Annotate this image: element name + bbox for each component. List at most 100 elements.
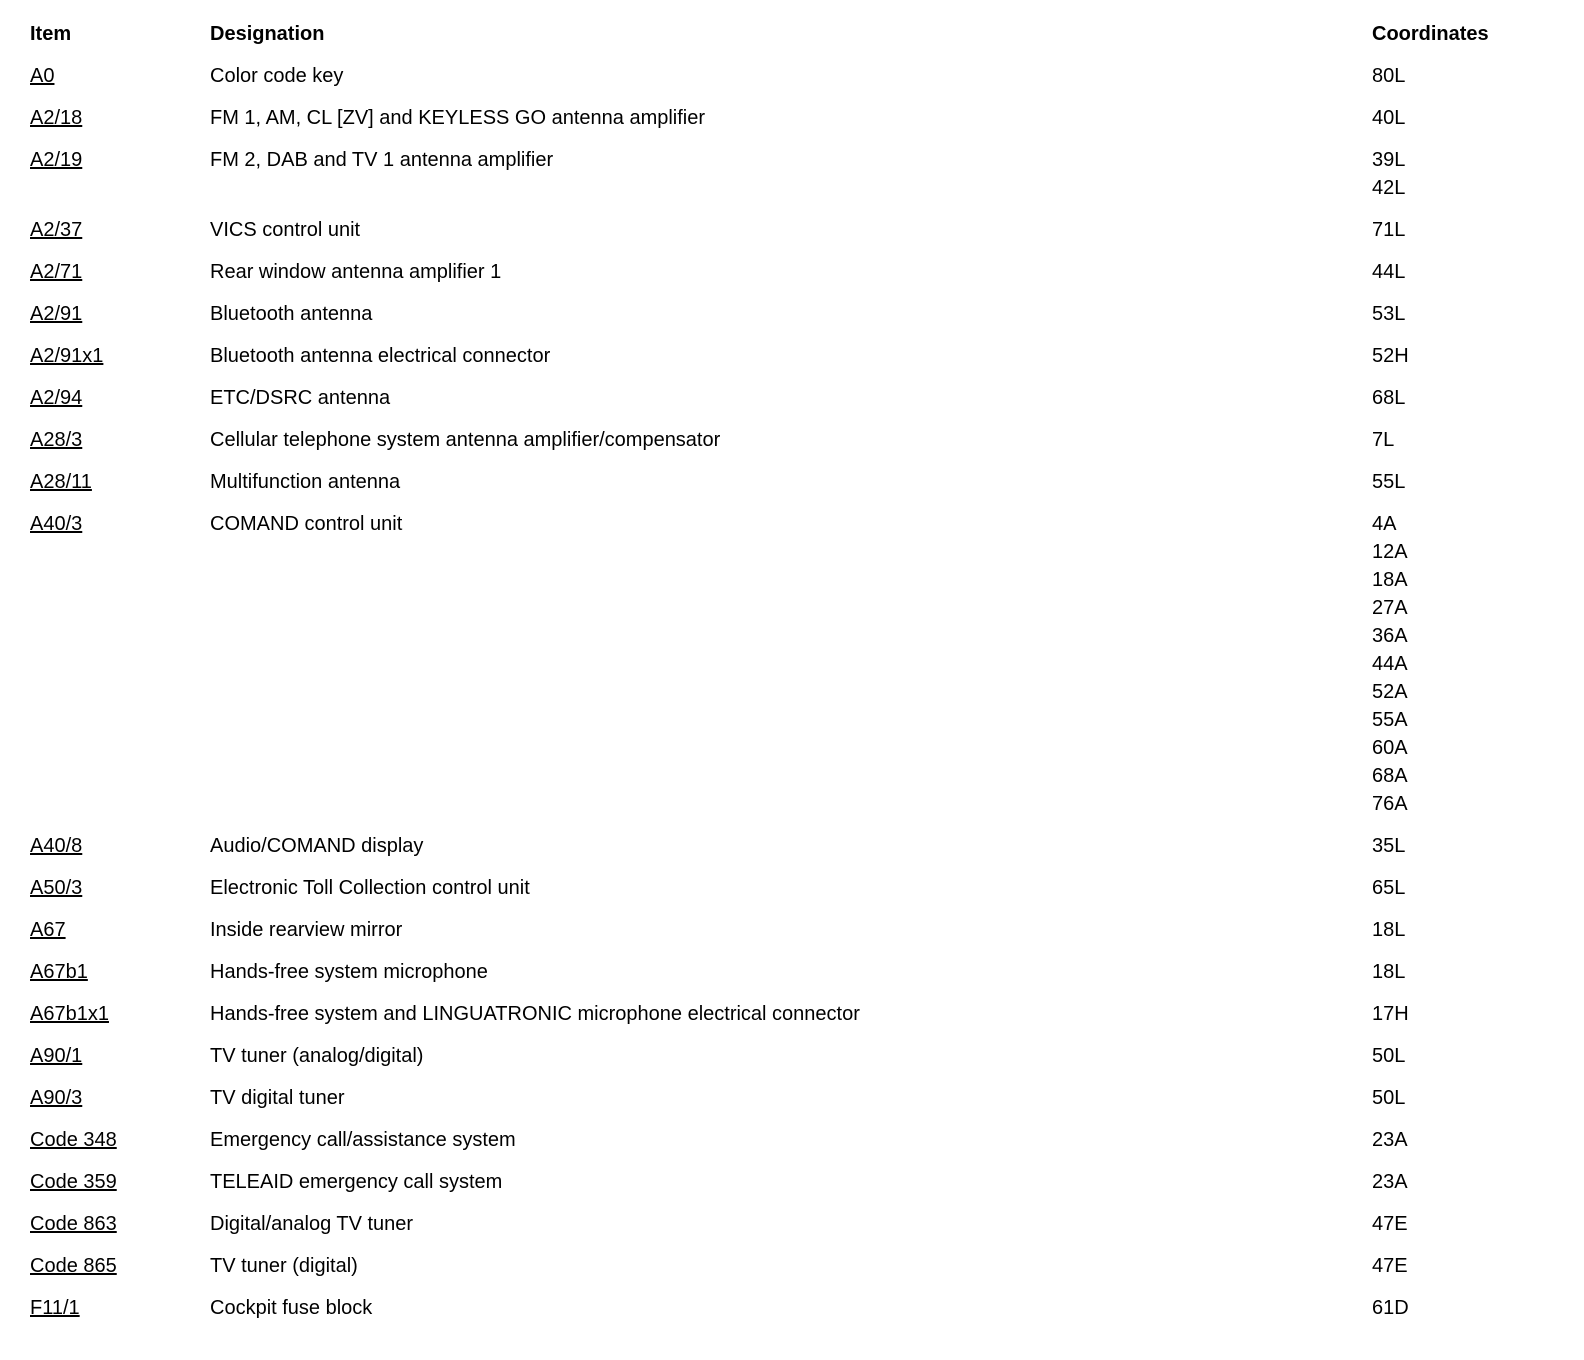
coordinates-text: 80L	[1372, 65, 1406, 87]
designation-text: Rear window antenna amplifier 1	[210, 261, 502, 283]
item-code-link[interactable]: A28/3	[30, 429, 83, 451]
item-code-link[interactable]: A2/19	[30, 149, 83, 171]
designation-text: ETC/DSRC antenna	[210, 387, 391, 409]
item-code-link[interactable]: A50/3	[30, 877, 83, 899]
item-code-link[interactable]: A2/94	[30, 387, 83, 409]
coordinates-text: 65L	[1372, 877, 1406, 899]
item-cell: A90/3	[30, 1084, 210, 1112]
item-code-link[interactable]: A28/11	[30, 471, 92, 493]
coordinates-text: 53L	[1372, 303, 1406, 325]
table-row: A67b1 Hands-free system microphone 18L	[30, 958, 1554, 986]
item-code-link[interactable]: A67b1x1	[30, 1003, 109, 1025]
item-code-link[interactable]: A40/8	[30, 835, 83, 857]
column-header-coordinates: Coordinates	[1372, 23, 1489, 45]
item-cell: Code 348	[30, 1126, 210, 1154]
coordinates-text: 71L	[1372, 219, 1406, 241]
item-code-link[interactable]: Code 348	[30, 1129, 117, 1151]
item-cell: A2/18	[30, 104, 210, 132]
table-row: Code 359 TELEAID emergency call system 2…	[30, 1168, 1554, 1196]
coordinates-text: 47E	[1372, 1213, 1408, 1235]
item-code-link[interactable]: F11/1	[30, 1297, 80, 1319]
item-cell: A2/91	[30, 300, 210, 328]
item-cell: A90/1	[30, 1042, 210, 1070]
table-row: A67 Inside rearview mirror 18L	[30, 916, 1554, 944]
designation-text: Inside rearview mirror	[210, 919, 403, 941]
item-code-link[interactable]: A0	[30, 65, 55, 87]
designation-text: Multifunction antenna	[210, 471, 401, 493]
coordinates-text: 47E	[1372, 1255, 1408, 1277]
item-cell: A28/11	[30, 468, 210, 496]
item-code-link[interactable]: A67b1	[30, 961, 88, 983]
coordinates-text: 50L	[1372, 1045, 1406, 1067]
item-cell: A67b1	[30, 958, 210, 986]
item-cell: A40/8	[30, 832, 210, 860]
table-row: A2/71 Rear window antenna amplifier 1 44…	[30, 258, 1554, 286]
table-row: Code 863 Digital/analog TV tuner 47E	[30, 1210, 1554, 1238]
coordinates-text: 35L	[1372, 835, 1406, 857]
item-code-link[interactable]: A2/18	[30, 107, 83, 129]
designation-text: TV tuner (analog/digital)	[210, 1045, 424, 1067]
designation-text: Bluetooth antenna	[210, 303, 373, 325]
table-row: Code 348 Emergency call/assistance syste…	[30, 1126, 1554, 1154]
coordinates-text: 4A 12A 18A 27A 36A 44A 52A 55A 60A 68A 7…	[1372, 513, 1408, 815]
table-row: A2/91x1 Bluetooth antenna electrical con…	[30, 342, 1554, 370]
coordinates-text: 18L	[1372, 961, 1406, 983]
item-code-link[interactable]: A40/3	[30, 513, 83, 535]
item-cell: Code 865	[30, 1252, 210, 1280]
coordinates-text: 40L	[1372, 107, 1406, 129]
item-code-link[interactable]: A90/1	[30, 1045, 83, 1067]
item-code-link[interactable]: Code 865	[30, 1255, 117, 1277]
item-code-link[interactable]: A2/71	[30, 261, 83, 283]
table-row: A90/3 TV digital tuner 50L	[30, 1084, 1554, 1112]
coordinates-text: 44L	[1372, 261, 1406, 283]
table-row: A2/94 ETC/DSRC antenna 68L	[30, 384, 1554, 412]
designation-text: Color code key	[210, 65, 344, 87]
table-row: A0 Color code key 80L	[30, 62, 1554, 90]
item-code-link[interactable]: A2/91	[30, 303, 83, 325]
item-code-link[interactable]: A90/3	[30, 1087, 83, 1109]
item-cell: A2/37	[30, 216, 210, 244]
designation-text: Hands-free system microphone	[210, 961, 488, 983]
coordinates-text: 23A	[1372, 1171, 1408, 1193]
coordinates-text: 68L	[1372, 387, 1406, 409]
item-cell: A0	[30, 62, 210, 90]
coordinates-text: 55L	[1372, 471, 1406, 493]
item-code-link[interactable]: A2/91x1	[30, 345, 104, 367]
coordinates-text: 18L	[1372, 919, 1406, 941]
coordinates-text: 50L	[1372, 1087, 1406, 1109]
table-row: A50/3 Electronic Toll Collection control…	[30, 874, 1554, 902]
designation-text: VICS control unit	[210, 219, 361, 241]
coordinates-text: 17H	[1372, 1003, 1409, 1025]
item-cell: F11/1	[30, 1294, 210, 1322]
item-cell: A2/91x1	[30, 342, 210, 370]
coordinates-text: 39L 42L	[1372, 149, 1406, 199]
column-header-designation: Designation	[210, 23, 325, 45]
table-row: A28/11 Multifunction antenna 55L	[30, 468, 1554, 496]
designation-text: COMAND control unit	[210, 513, 403, 535]
designation-text: Cockpit fuse block	[210, 1297, 373, 1319]
item-cell: A67b1x1	[30, 1000, 210, 1028]
designation-text: FM 2, DAB and TV 1 antenna amplifier	[210, 149, 554, 171]
item-cell: A67	[30, 916, 210, 944]
item-code-link[interactable]: Code 359	[30, 1171, 117, 1193]
designation-text: Electronic Toll Collection control unit	[210, 877, 530, 899]
coordinates-text: 61D	[1372, 1297, 1409, 1319]
item-cell: Code 359	[30, 1168, 210, 1196]
designation-text: TV tuner (digital)	[210, 1255, 358, 1277]
table-row: A28/3 Cellular telephone system antenna …	[30, 426, 1554, 454]
table-row: A2/37 VICS control unit 71L	[30, 216, 1554, 244]
coordinates-text: 7L	[1372, 429, 1395, 451]
item-cell: A50/3	[30, 874, 210, 902]
designation-text: FM 1, AM, CL [ZV] and KEYLESS GO antenna…	[210, 107, 706, 129]
item-code-link[interactable]: Code 863	[30, 1213, 117, 1235]
designation-text: Bluetooth antenna electrical connector	[210, 345, 551, 367]
designation-text: Hands-free system and LINGUATRONIC micro…	[210, 1003, 860, 1025]
item-cell: A28/3	[30, 426, 210, 454]
table-row: Code 865 TV tuner (digital) 47E	[30, 1252, 1554, 1280]
item-cell: A2/94	[30, 384, 210, 412]
item-cell: A2/19	[30, 146, 210, 174]
item-code-link[interactable]: A2/37	[30, 219, 83, 241]
table-row: A2/19 FM 2, DAB and TV 1 antenna amplifi…	[30, 146, 1554, 202]
item-code-link[interactable]: A67	[30, 919, 66, 941]
